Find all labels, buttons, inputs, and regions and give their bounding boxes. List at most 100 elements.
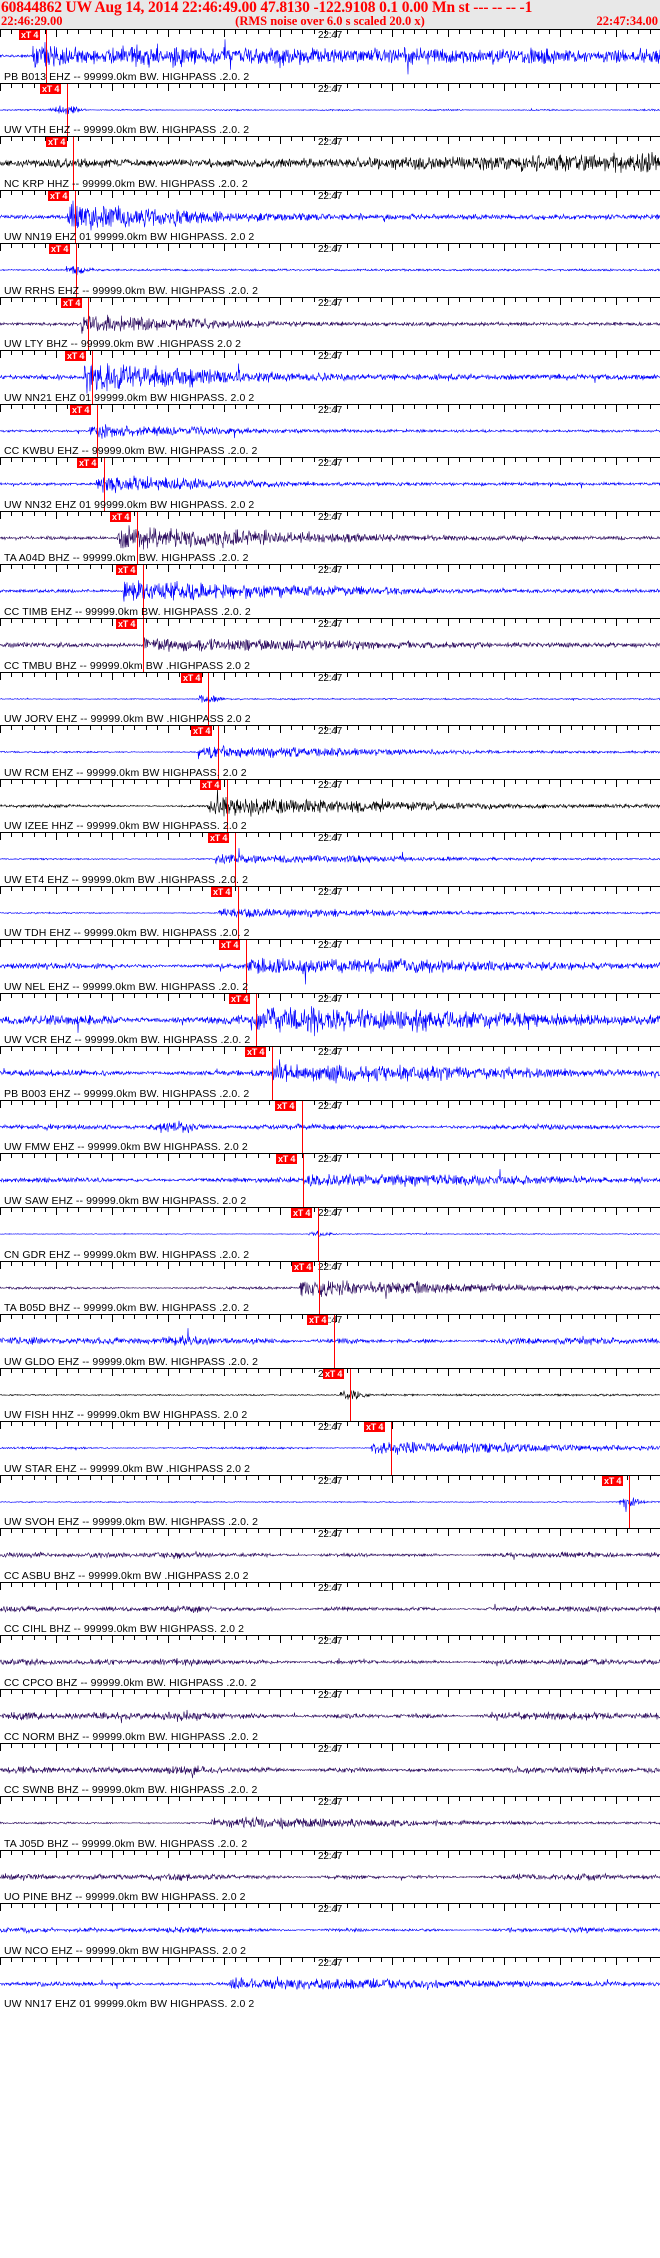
arrival-marker-label[interactable]: xT 4 (292, 1261, 314, 1272)
waveform[interactable] (0, 1965, 660, 2003)
trace-row[interactable]: 22:47 xT 4 UW NN21 EHZ 01 99999.0km BW HIG… (0, 350, 660, 404)
trace-row[interactable]: 22:47 CC ASBU BHZ -- 99999.0km BW .HIGHPA… (0, 1528, 660, 1582)
trace-row[interactable]: 22:47 xT 4 CC TMBU BHZ -- 99999.0km BW .HI… (0, 618, 660, 672)
arrival-marker-label[interactable]: xT 4 (46, 137, 68, 148)
waveform[interactable] (0, 733, 660, 771)
arrival-marker-label[interactable]: xT 4 (40, 83, 62, 94)
arrival-marker-label[interactable]: xT 4 (65, 351, 87, 362)
trace-row[interactable]: 22:47 xT 4 UW SVOH EHZ -- 99999.0km BW. HI… (0, 1474, 660, 1529)
waveform[interactable] (0, 144, 660, 182)
waveform[interactable] (0, 787, 660, 825)
waveform[interactable] (0, 680, 660, 718)
waveform[interactable] (0, 1161, 660, 1199)
trace-row[interactable]: 22:47 xT 4 UW VTH EHZ -- 99999.0km BW. HIG… (0, 82, 660, 137)
arrival-marker-line[interactable] (334, 1315, 335, 1368)
arrival-marker-label[interactable]: xT 4 (49, 244, 71, 255)
trace-row[interactable]: 22:47 xT 4 UW FMW EHZ -- 99999.0km BW HIGH… (0, 1099, 660, 1154)
arrival-marker-line[interactable] (143, 565, 144, 619)
trace-row[interactable]: 22:47 xT 4 UW ET4 EHZ -- 99999.0km BW .HIG… (0, 832, 660, 886)
arrival-marker-line[interactable] (67, 83, 68, 137)
arrival-marker-line[interactable] (97, 404, 98, 458)
trace-row[interactable]: 22:47 xT 4 TA B05D BHZ -- 99999.0km BW. HI… (0, 1260, 660, 1315)
trace-row[interactable]: 22:47 CC CIHL BHZ -- 99999.0km BW HIGHPAS… (0, 1581, 660, 1636)
arrival-marker-line[interactable] (88, 297, 89, 351)
arrival-marker-label[interactable]: xT 4 (276, 1154, 298, 1165)
arrival-marker-line[interactable] (208, 672, 209, 726)
waveform[interactable] (0, 1590, 660, 1628)
waveform[interactable] (0, 412, 660, 450)
trace-row[interactable]: 22:47 xT 4 UW NEL EHZ -- 99999.0km BW. HIG… (0, 939, 660, 993)
waveform[interactable] (0, 1751, 660, 1789)
waveform[interactable] (0, 358, 660, 396)
arrival-marker-label[interactable]: xT 4 (602, 1475, 624, 1486)
arrival-marker-label[interactable]: xT 4 (48, 190, 70, 201)
arrival-marker-line[interactable] (218, 726, 219, 779)
waveform[interactable] (0, 1536, 660, 1574)
arrival-marker-label[interactable]: xT 4 (110, 511, 132, 522)
trace-row[interactable]: 22:47 CC CPCO BHZ -- 99999.0km BW. HIGHPA… (0, 1635, 660, 1689)
waveform[interactable] (0, 894, 660, 932)
trace-row[interactable]: 22:47 UO PINE BHZ -- 99999.0km BW HIGHPAS… (0, 1849, 660, 1904)
arrival-marker-line[interactable] (350, 1368, 351, 1422)
arrival-marker-line[interactable] (73, 137, 74, 190)
trace-row[interactable]: 22:47 xT 4 UW STAR EHZ -- 99999.0km BW .HI… (0, 1421, 660, 1475)
arrival-marker-label[interactable]: xT 4 (191, 726, 213, 737)
waveform[interactable] (0, 1429, 660, 1467)
trace-row[interactable]: 22:47 UW NN17 EHZ 01 99999.0km BW HIGHPAS… (0, 1956, 660, 2011)
waveform[interactable] (0, 1001, 660, 1039)
arrival-marker-label[interactable]: xT 4 (208, 833, 230, 844)
waveform[interactable] (0, 1108, 660, 1146)
waveform[interactable] (0, 1804, 660, 1842)
waveform[interactable] (0, 626, 660, 664)
waveform[interactable] (0, 91, 660, 129)
waveform[interactable] (0, 1858, 660, 1896)
arrival-marker-line[interactable] (46, 30, 47, 83)
waveform[interactable] (0, 572, 660, 610)
arrival-marker-line[interactable] (318, 1208, 319, 1261)
arrival-marker-line[interactable] (302, 1100, 303, 1154)
arrival-marker-label[interactable]: xT 4 (245, 1047, 267, 1058)
trace-row[interactable]: 22:47 xT 4 PB B013 EHZ -- 99999.0km BW. HI… (0, 29, 660, 83)
trace-row[interactable]: 22:47 xT 4 UW TDH EHZ -- 99999.0km BW. HIG… (0, 885, 660, 940)
trace-row[interactable]: 22:47 xT 4 CN GDR EHZ -- 99999.0km BW. HIG… (0, 1207, 660, 1261)
waveform[interactable] (0, 1054, 660, 1092)
arrival-marker-label[interactable]: xT 4 (116, 619, 138, 630)
trace-row[interactable]: 22:47 xT 4 UW JORV EHZ -- 99999.0km BW .HI… (0, 671, 660, 726)
arrival-marker-label[interactable]: xT 4 (181, 672, 203, 683)
arrival-marker-line[interactable] (238, 886, 239, 940)
waveform[interactable] (0, 1322, 660, 1360)
arrival-marker-line[interactable] (256, 993, 257, 1047)
arrival-marker-line[interactable] (137, 511, 138, 565)
waveform[interactable] (0, 1215, 660, 1253)
waveform[interactable] (0, 840, 660, 878)
trace-row[interactable]: 22:47 xT 4 PB B003 EHZ -- 99999.0km BW. HI… (0, 1046, 660, 1100)
arrival-marker-label[interactable]: xT 4 (70, 404, 92, 415)
arrival-marker-label[interactable]: xT 4 (229, 993, 251, 1004)
trace-row[interactable]: 22:47 TA J05D BHZ -- 99999.0km BW. HIGHPA… (0, 1796, 660, 1850)
arrival-marker-label[interactable]: xT 4 (200, 779, 222, 790)
waveform[interactable] (0, 37, 660, 75)
arrival-marker-label[interactable]: xT 4 (291, 1208, 313, 1219)
arrival-marker-label[interactable]: xT 4 (77, 458, 99, 469)
trace-row[interactable]: 22:47 xT 4 UW LTY BHZ -- 99999.0km BW .HIG… (0, 296, 660, 351)
arrival-marker-line[interactable] (104, 458, 105, 511)
arrival-marker-label[interactable]: xT 4 (61, 297, 83, 308)
trace-row[interactable]: 22:47 xT 4 UW RRHS EHZ -- 99999.0km BW. HI… (0, 243, 660, 297)
arrival-marker-line[interactable] (303, 1154, 304, 1208)
trace-row[interactable]: 22:47 xT 4 UW NN19 EHZ 01 99999.0km BW HIG… (0, 189, 660, 244)
waveform[interactable] (0, 465, 660, 503)
arrival-marker-label[interactable]: xT 4 (211, 886, 233, 897)
arrival-marker-line[interactable] (235, 833, 236, 886)
arrival-marker-line[interactable] (319, 1261, 320, 1315)
arrival-marker-label[interactable]: xT 4 (219, 940, 241, 951)
waveform[interactable] (0, 1269, 660, 1307)
arrival-marker-label[interactable]: xT 4 (19, 30, 41, 40)
arrival-marker-line[interactable] (246, 940, 247, 993)
waveform[interactable] (0, 1643, 660, 1681)
waveform[interactable] (0, 947, 660, 985)
trace-row[interactable]: 22:47 xT 4 UW GLDO EHZ -- 99999.0km BW. HI… (0, 1314, 660, 1368)
arrival-marker-line[interactable] (92, 351, 93, 404)
arrival-marker-line[interactable] (272, 1047, 273, 1100)
trace-row[interactable]: 22:47 xT 4 UW RCM EHZ -- 99999.0km BW HIGH… (0, 725, 660, 779)
